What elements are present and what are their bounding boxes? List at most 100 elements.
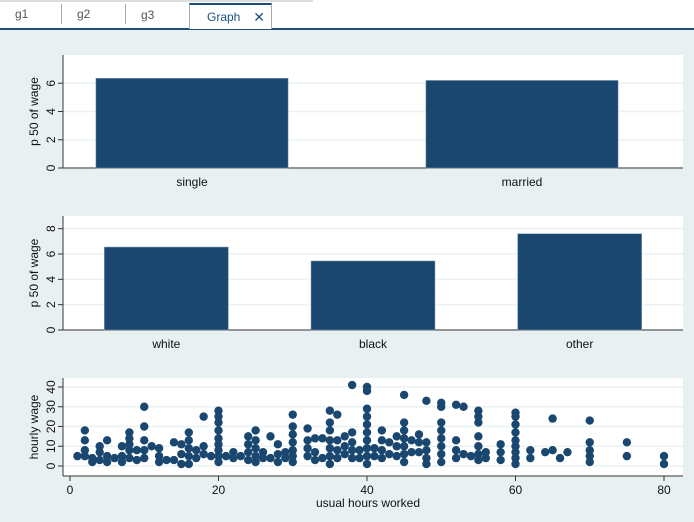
scatter-point	[437, 426, 446, 435]
scatter-point	[73, 451, 82, 461]
scatter-point	[437, 457, 446, 467]
scatter-point	[177, 449, 186, 459]
scatter-point	[177, 440, 186, 449]
scatter-point	[340, 442, 349, 451]
scatter-point	[526, 446, 535, 455]
scatter-point	[288, 410, 297, 419]
tab-g3[interactable]: g3	[126, 3, 189, 28]
tab-graph[interactable]: Graph ✕	[189, 3, 272, 29]
scatter-point	[340, 449, 349, 459]
scatter-point	[102, 457, 112, 467]
scatter-point	[303, 424, 312, 433]
scatter-point	[214, 418, 223, 427]
scatter-point	[95, 442, 104, 451]
scatter-point	[169, 455, 179, 465]
tab-label: g2	[77, 7, 91, 21]
scatter-point	[481, 453, 490, 463]
y-axis-title: p 50 of wage	[27, 238, 41, 307]
scatter-point	[474, 406, 483, 415]
scatter-point	[125, 440, 134, 449]
scatter-point	[481, 447, 490, 457]
scatter-point	[80, 451, 90, 461]
scatter-point	[244, 440, 253, 449]
scatter-point	[370, 444, 379, 453]
scatter-point	[496, 455, 505, 465]
tab-g2[interactable]: g2	[62, 4, 126, 24]
scatter-point	[125, 446, 134, 455]
scatter-point	[333, 453, 342, 463]
scatter-point	[585, 446, 594, 455]
scatter-point	[407, 436, 416, 445]
scatter-point	[236, 451, 245, 461]
y-tick-label: 6	[44, 80, 58, 87]
scatter-point	[399, 457, 409, 467]
x-category-label: single	[176, 175, 208, 189]
scatter-point	[110, 453, 119, 463]
scatter-point	[318, 434, 327, 443]
scatter-point	[244, 455, 253, 465]
scatter-point	[511, 436, 520, 445]
scatter-point	[140, 402, 149, 411]
scatter-point	[451, 446, 461, 455]
scatter-point	[251, 451, 260, 461]
scatter-point	[362, 420, 372, 429]
scatter-point	[362, 412, 372, 421]
scatter-point	[511, 412, 520, 421]
scatter-point	[273, 457, 283, 467]
scatter-point	[288, 430, 297, 439]
scatter-point	[132, 455, 142, 465]
x-category-label: white	[151, 337, 180, 351]
tab-g1[interactable]: g1	[0, 4, 62, 24]
scatter-point	[288, 438, 297, 447]
scatter-point	[288, 457, 297, 467]
scatter-point	[392, 451, 401, 461]
bar-married	[425, 80, 619, 169]
scatter-point	[474, 442, 483, 451]
scatter-point	[214, 406, 223, 415]
scatter-point	[325, 451, 335, 461]
scatter-point	[511, 447, 520, 457]
y-tick-label: 0	[44, 462, 58, 469]
y-tick-label: 0	[44, 326, 58, 333]
y-tick-label: 4	[44, 276, 58, 283]
scatter-point	[325, 406, 335, 415]
scatter-point	[102, 451, 112, 461]
tab-label: Graph	[207, 10, 241, 24]
scatter-point	[422, 396, 431, 406]
scatter-point	[347, 446, 357, 455]
scatter-point	[184, 436, 193, 445]
scatter-point	[659, 459, 669, 469]
scatter-point	[555, 453, 565, 463]
scatter-point	[147, 442, 156, 451]
y-tick-label: 0	[44, 164, 58, 171]
y-tick-label: 40	[44, 380, 58, 394]
scatter-point	[333, 446, 342, 455]
scatter-point	[117, 457, 127, 467]
bar-single	[95, 78, 289, 169]
scatter-point	[140, 453, 149, 463]
scatter-point	[214, 446, 223, 455]
scatter-point	[251, 426, 260, 435]
x-category-label: other	[566, 337, 593, 351]
x-tick-label: 80	[657, 483, 671, 497]
scatter-point	[281, 447, 290, 457]
scatter-point	[132, 446, 142, 455]
scatter-point	[362, 459, 372, 469]
scatter-point	[310, 447, 320, 457]
scatter-point	[214, 426, 223, 435]
tab-label: g1	[15, 7, 29, 21]
scatter-point	[117, 442, 127, 451]
scatter-point	[184, 451, 193, 461]
scatter-point	[585, 451, 594, 461]
scatter-point	[221, 451, 231, 461]
scatter-point	[199, 449, 208, 459]
scatter-point	[422, 459, 431, 469]
scatter-point	[251, 444, 260, 453]
scatter-point	[102, 436, 112, 445]
close-icon[interactable]: ✕	[253, 9, 265, 25]
scatter-point	[154, 457, 164, 467]
scatter-point	[392, 442, 401, 451]
scatter-point	[206, 451, 216, 461]
scatter-point	[585, 457, 594, 467]
y-tick-label: 10	[44, 439, 58, 453]
